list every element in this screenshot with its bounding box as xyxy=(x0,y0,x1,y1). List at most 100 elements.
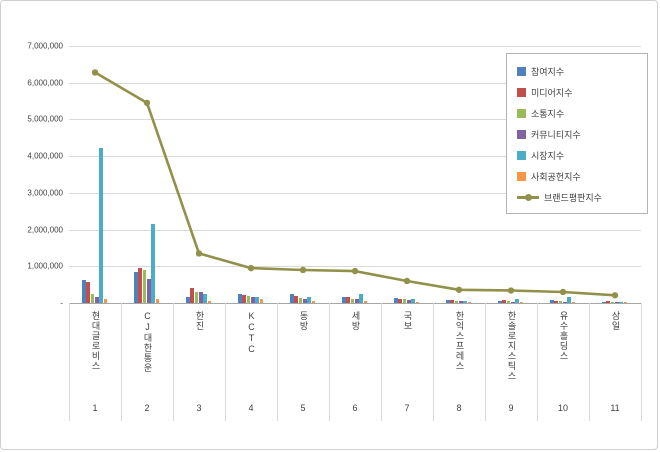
x-axis-label-text: CJ대한통운 xyxy=(142,311,153,373)
bar-미디어지수 xyxy=(86,282,90,303)
bar-참여지수 xyxy=(238,294,242,303)
line-marker xyxy=(91,69,99,76)
x-axis-rank-number: 11 xyxy=(610,403,620,413)
x-axis-rank-number: 2 xyxy=(144,403,150,413)
bar-사회공헌지수 xyxy=(415,301,420,303)
category-separator xyxy=(589,303,590,421)
legend-color-swatch xyxy=(517,130,526,139)
x-axis-label: 현대글로비스 xyxy=(69,311,121,395)
bar-시장지수 xyxy=(463,300,467,303)
y-axis-label: 7,000,000 xyxy=(27,41,63,51)
bar-커뮤니티지수 xyxy=(407,299,411,303)
bar-미디어지수 xyxy=(190,288,194,303)
x-axis-rank-number: 5 xyxy=(300,403,306,413)
bar-소통지수 xyxy=(558,301,563,303)
bar-미디어지수 xyxy=(606,301,610,303)
legend-color-swatch xyxy=(517,151,526,160)
bar-사회공헌지수 xyxy=(623,302,628,303)
x-axis-label-text: 한솔로지스틱스 xyxy=(506,311,517,381)
bar-참여지수 xyxy=(602,301,606,303)
bar-커뮤니티지수 xyxy=(147,278,151,303)
bar-커뮤니티지수 xyxy=(355,299,359,303)
legend-item: 참여지수 xyxy=(517,61,641,82)
legend-label: 소통지수 xyxy=(531,109,565,119)
x-axis-label-text: 현대글로비스 xyxy=(90,311,101,371)
bar-미디어지수 xyxy=(138,268,142,303)
bar-커뮤니티지수 xyxy=(95,297,99,303)
bar-커뮤니티지수 xyxy=(459,301,463,303)
category-separator xyxy=(121,303,122,421)
x-axis-label: 삼일 xyxy=(589,311,641,395)
x-axis-label-text: 동방 xyxy=(298,311,309,331)
bar-커뮤니티지수 xyxy=(563,301,567,303)
bar-시장지수 xyxy=(515,299,519,303)
x-axis-label-text: 삼일 xyxy=(610,311,621,331)
legend-item: 소통지수 xyxy=(517,103,641,124)
y-axis-label: 5,000,000 xyxy=(27,114,63,124)
bar-커뮤니티지수 xyxy=(615,301,619,303)
gridline xyxy=(69,266,641,268)
x-axis-label: KCTC xyxy=(225,311,277,395)
bar-시장지수 xyxy=(151,224,155,303)
bar-미디어지수 xyxy=(346,297,350,303)
category-separator xyxy=(329,303,330,421)
bar-미디어지수 xyxy=(398,298,402,303)
x-axis-label-text: 한진 xyxy=(194,311,205,331)
bar-소통지수 xyxy=(402,299,407,303)
x-axis-rank-number: 10 xyxy=(557,403,568,413)
bar-사회공헌지수 xyxy=(363,300,368,303)
line-marker xyxy=(351,267,359,275)
bar-사회공헌지수 xyxy=(467,301,472,303)
legend-color-swatch xyxy=(517,172,526,181)
line-marker xyxy=(611,292,619,299)
x-axis-rank-number: 9 xyxy=(508,403,514,413)
x-axis-label: 한진 xyxy=(173,311,225,395)
legend-item: 미디어지수 xyxy=(517,82,641,103)
x-axis-label-text: 유수홀딩스 xyxy=(558,311,569,361)
y-axis-label: 1,000,000 xyxy=(27,261,63,271)
bar-미디어지수 xyxy=(242,295,246,303)
bar-미디어지수 xyxy=(554,300,558,303)
bar-시장지수 xyxy=(567,297,571,303)
bar-소통지수 xyxy=(90,293,95,303)
x-axis-rank-number: 6 xyxy=(352,403,358,413)
bar-커뮤니티지수 xyxy=(303,298,307,303)
legend-color-swatch xyxy=(517,88,526,97)
line-marker xyxy=(559,288,567,296)
line-marker xyxy=(143,99,151,107)
x-axis-label-text: 세방 xyxy=(350,311,361,331)
bar-미디어지수 xyxy=(294,295,298,303)
bar-참여지수 xyxy=(290,293,294,303)
x-axis-rank-number: 3 xyxy=(196,403,202,413)
legend-color-swatch xyxy=(517,109,526,118)
bar-시장지수 xyxy=(203,293,207,303)
x-axis-rank-number: 8 xyxy=(456,403,462,413)
x-axis-label: 세방 xyxy=(329,311,381,395)
legend-label: 시장지수 xyxy=(531,151,565,161)
legend-label: 커뮤니티지수 xyxy=(531,130,581,140)
bar-커뮤니티지수 xyxy=(199,292,203,303)
bar-시장지수 xyxy=(255,297,259,303)
bar-소통지수 xyxy=(246,296,251,303)
legend-color-swatch xyxy=(517,67,526,76)
category-separator xyxy=(641,303,642,421)
bar-사회공헌지수 xyxy=(207,300,212,303)
bar-참여지수 xyxy=(550,299,554,303)
bar-소통지수 xyxy=(194,291,199,303)
x-axis-label-text: KCTC xyxy=(246,311,257,355)
category-separator xyxy=(173,303,174,421)
line-marker xyxy=(299,266,307,274)
category-separator xyxy=(69,303,70,421)
x-axis-rank-number: 7 xyxy=(404,403,410,413)
legend-label: 참여지수 xyxy=(531,67,565,77)
bar-참여지수 xyxy=(342,297,346,303)
category-separator xyxy=(537,303,538,421)
bar-시장지수 xyxy=(99,148,103,303)
bar-소통지수 xyxy=(610,301,615,303)
gridline xyxy=(69,46,641,47)
y-axis-label: 3,000,000 xyxy=(27,188,63,198)
bar-미디어지수 xyxy=(502,300,506,303)
x-axis-label-text: 국보 xyxy=(402,311,413,331)
bar-사회공헌지수 xyxy=(311,300,316,303)
